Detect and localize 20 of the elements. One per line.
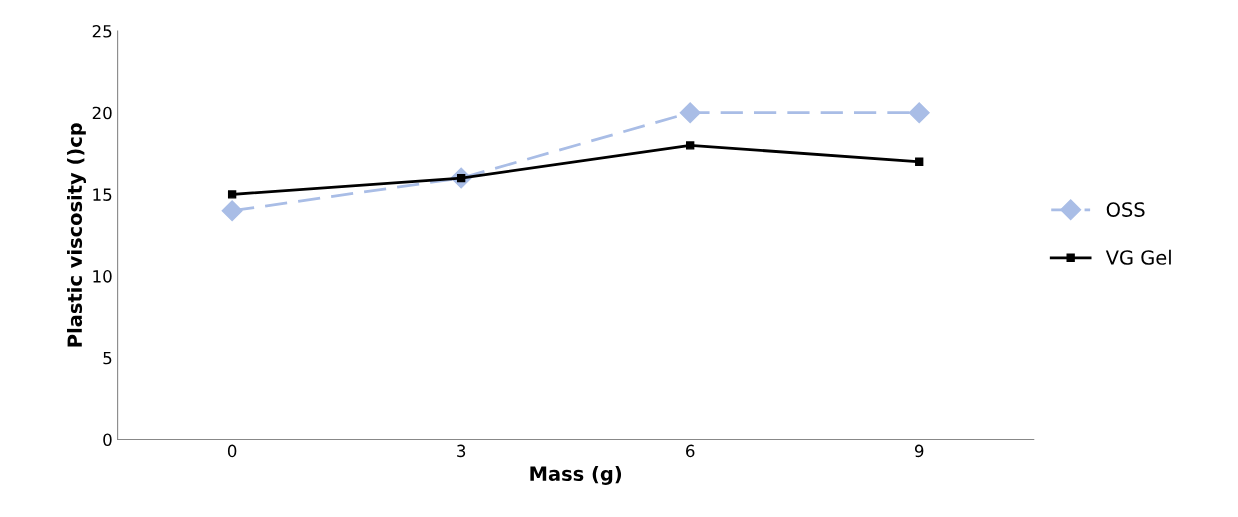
y-tick-label: 15 — [93, 188, 112, 201]
x-tick-label: 3 — [457, 444, 466, 458]
y-axis-title: Plastic viscosity ()cp — [67, 123, 86, 347]
point — [686, 141, 695, 150]
y-tick-label: 20 — [92, 106, 112, 120]
point — [227, 190, 237, 199]
legend-label: OSS — [1106, 202, 1145, 217]
y-tick-label: 5 — [103, 351, 112, 365]
y-tick-label: 10 — [93, 270, 112, 283]
x-axis-title: Mass (g) — [530, 466, 622, 485]
x-tick-label: 0 — [227, 444, 237, 458]
point — [908, 102, 930, 124]
x-tick-label: 9 — [914, 444, 924, 458]
point — [221, 200, 243, 222]
point — [679, 102, 701, 124]
point — [915, 157, 924, 166]
x-tick-label: 6 — [686, 444, 695, 458]
y-tick-label: 25 — [92, 24, 112, 38]
y-tick-label: 0 — [103, 433, 112, 447]
legend-label: VG Gel — [1105, 249, 1171, 265]
